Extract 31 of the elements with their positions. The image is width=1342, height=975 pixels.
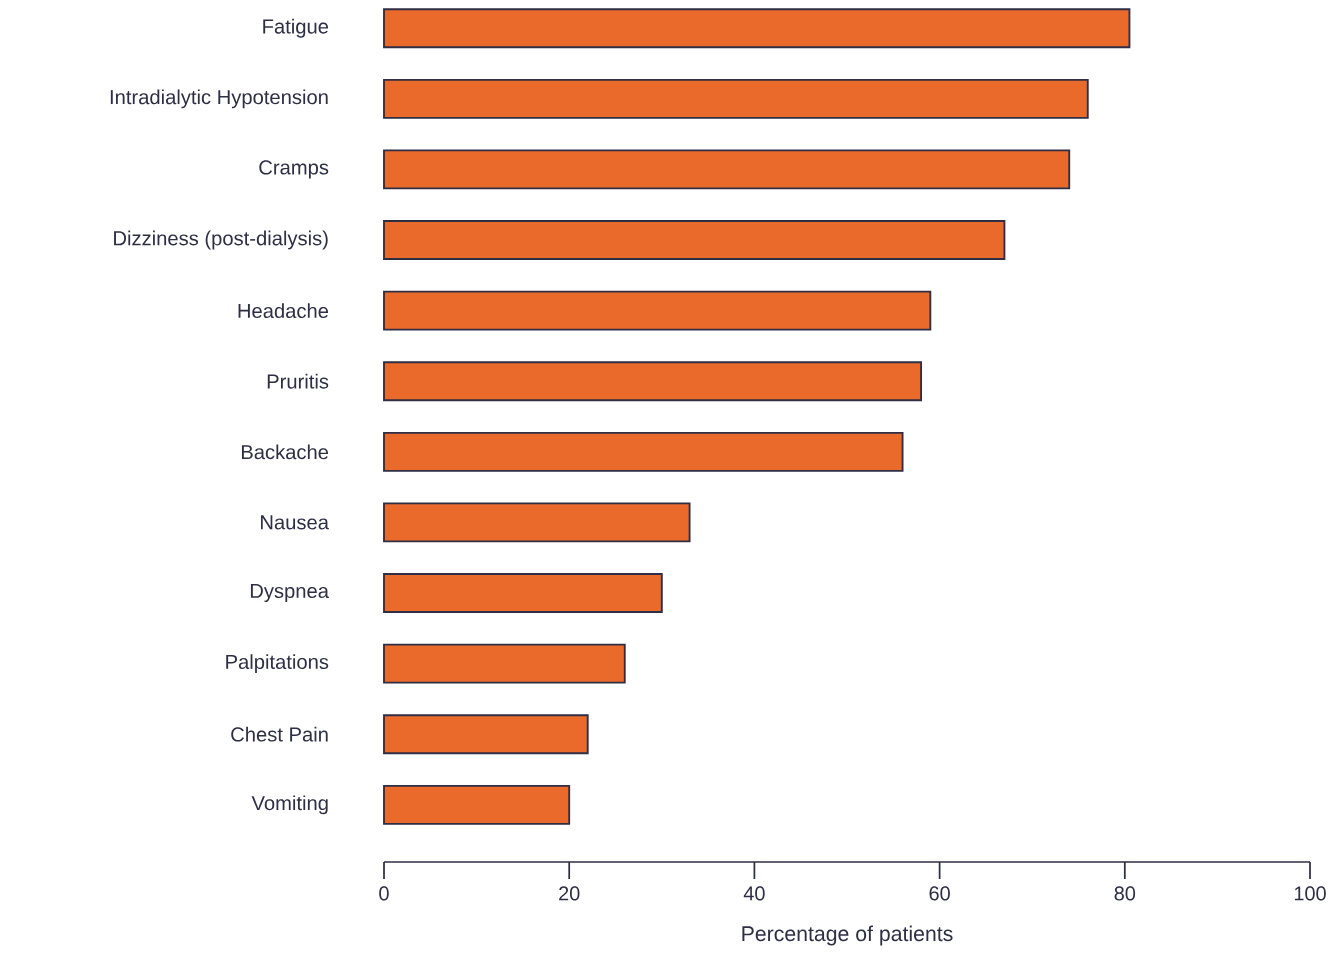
bar xyxy=(383,643,626,684)
bar xyxy=(383,220,1006,260)
x-tick-label: 20 xyxy=(559,886,580,901)
y-tick-label: Pruritis xyxy=(267,373,329,389)
y-tick-label: Fatigue xyxy=(263,18,329,38)
bar xyxy=(383,361,923,402)
y-tick-label: Palpitations xyxy=(226,654,329,674)
bar xyxy=(383,573,663,613)
bar xyxy=(383,290,932,331)
x-tick-label: 0 xyxy=(379,886,389,901)
x-tick-label: 60 xyxy=(929,886,950,901)
bar xyxy=(383,714,589,755)
bar xyxy=(383,8,1131,49)
bar xyxy=(383,502,691,543)
x-tick-label: 80 xyxy=(1114,886,1136,901)
y-tick-label: Chest Pain xyxy=(231,726,328,742)
x-axis-title: Percentage of patients xyxy=(742,925,953,946)
bar xyxy=(383,431,904,472)
bar xyxy=(383,149,1071,190)
y-tick-label: Nausea xyxy=(261,515,329,530)
y-tick-label: Dyspnea xyxy=(250,583,329,603)
x-tick-label: 40 xyxy=(743,886,765,901)
y-tick-label: Headache xyxy=(238,303,329,319)
x-tick-label: 100 xyxy=(1294,886,1326,901)
bar xyxy=(383,784,571,825)
y-tick-label: Backache xyxy=(241,444,329,460)
y-tick-label: Dizziness (post-dialysis) xyxy=(114,230,328,250)
y-tick-label: Cramps xyxy=(259,160,329,179)
bar xyxy=(383,78,1089,119)
y-tick-label: Intradialytic Hypotension xyxy=(110,89,328,109)
y-tick-label: Vomiting xyxy=(251,795,328,815)
